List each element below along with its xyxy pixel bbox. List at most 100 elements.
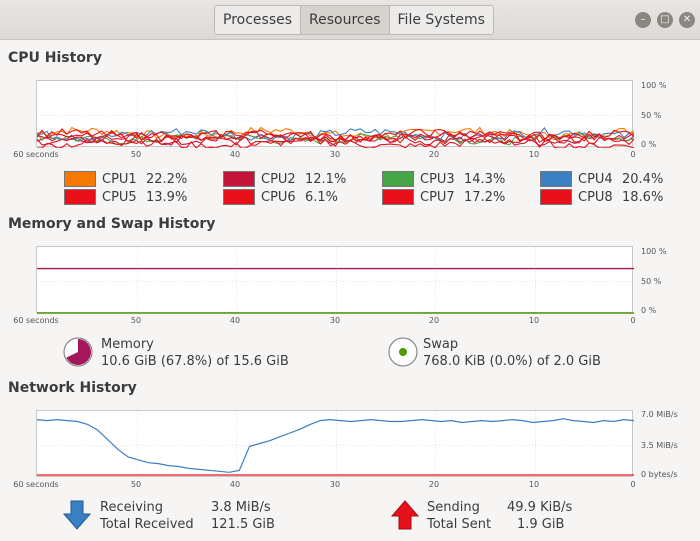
network-history-graph (36, 410, 634, 478)
cpu-x-tick: 40 (229, 150, 241, 159)
sending-arrow-icon[interactable] (391, 500, 419, 530)
memory-x-tick: 50 (130, 316, 142, 325)
receiving-label: Receiving (100, 500, 164, 515)
cpu-value: 17.2% (464, 189, 506, 205)
memory-x-tick: 20 (428, 316, 440, 325)
swap-pie-icon[interactable] (387, 336, 419, 368)
cpu-history-graph (36, 80, 634, 148)
cpu-y-tick: 0 % (641, 140, 657, 149)
cpu-value: 20.4% (622, 171, 664, 187)
network-y-tick: 3.5 MiB/s (641, 441, 678, 450)
cpu4-color-swatch[interactable] (540, 171, 572, 187)
cpu-name: CPU2 (261, 171, 296, 187)
network-y-tick: 7.0 MiB/s (641, 410, 678, 419)
swap-pie-slice (399, 348, 407, 356)
memory-history-title: Memory and Swap History (8, 216, 216, 232)
tab-processes[interactable]: Processes (215, 6, 302, 34)
memory-value: 10.6 GiB (67.8%) of 15.6 GiB (101, 354, 289, 369)
cpu4-legend: CPU4 20.4% (540, 171, 663, 187)
cpu-name: CPU8 (578, 189, 613, 205)
cpu-name: CPU1 (102, 171, 137, 187)
sending-label: Sending (427, 500, 480, 515)
receiving-arrow-icon[interactable] (63, 500, 91, 530)
cpu-x-tick: 30 (329, 150, 341, 159)
tab-file-systems[interactable]: File Systems (389, 6, 493, 34)
network-history-plot (37, 411, 634, 478)
cpu-name: CPU6 (261, 189, 296, 205)
cpu-history-plot (37, 81, 634, 148)
memory-pie-slice (66, 339, 91, 365)
network-x-tick: 40 (229, 480, 241, 489)
memory-label: Memory (101, 337, 154, 352)
memory-x-tick: 40 (229, 316, 241, 325)
cpu-value: 6.1% (305, 189, 339, 205)
memory-x-tick: 0 (630, 316, 636, 325)
network-x-tick: 50 (130, 480, 142, 489)
memory-history-plot (37, 247, 634, 314)
network-history-title: Network History (8, 380, 137, 396)
tab-resources[interactable]: Resources (301, 6, 390, 34)
receiving-value: 3.8 MiB/s (211, 500, 271, 515)
cpu5-legend: CPU5 13.9% (64, 189, 187, 205)
memory-y-tick: 0 % (641, 306, 657, 315)
memory-x-tick: 60 seconds (13, 316, 59, 325)
total-received-value: 121.5 GiB (211, 517, 275, 532)
cpu-x-tick: 60 seconds (13, 150, 59, 159)
total-received-label: Total Received (100, 517, 194, 532)
total-sent-value: 1.9 GiB (517, 517, 565, 532)
cpu-trace-cpu8 (37, 128, 634, 143)
minimize-icon[interactable]: – (635, 12, 651, 28)
memory-y-tick: 100 % (641, 247, 667, 256)
cpu8-legend: CPU8 18.6% (540, 189, 663, 205)
memory-x-tick: 30 (329, 316, 341, 325)
cpu-name: CPU3 (420, 171, 455, 187)
total-sent-label: Total Sent (427, 517, 492, 532)
network-x-tick: 10 (528, 480, 540, 489)
memory-y-tick: 50 % (641, 277, 662, 286)
network-x-tick: 0 (630, 480, 636, 489)
cpu-x-tick: 20 (428, 150, 440, 159)
title-bar: Processes Resources File Systems – □ ✕ (0, 0, 700, 40)
swap-info: Swap 768.0 KiB (0.0%) of 2.0 GiB (423, 336, 601, 370)
cpu-x-tick: 10 (528, 150, 540, 159)
memory-x-tick: 10 (528, 316, 540, 325)
cpu-value: 13.9% (146, 189, 188, 205)
cpu-y-tick: 100 % (641, 81, 667, 90)
cpu-trace-cpu5 (37, 131, 634, 146)
memory-pie-icon[interactable] (62, 336, 94, 368)
memory-info: Memory 10.6 GiB (67.8%) of 15.6 GiB (101, 336, 289, 370)
cpu8-color-swatch[interactable] (540, 189, 572, 205)
cpu-name: CPU4 (578, 171, 613, 187)
cpu7-legend: CPU7 17.2% (382, 189, 505, 205)
network-x-tick: 20 (428, 480, 440, 489)
cpu-trace-cpu2 (37, 133, 634, 147)
view-switcher: Processes Resources File Systems (214, 5, 494, 35)
cpu-name: CPU5 (102, 189, 137, 205)
cpu7-color-swatch[interactable] (382, 189, 414, 205)
cpu1-color-swatch[interactable] (64, 171, 96, 187)
maximize-icon[interactable]: □ (657, 12, 673, 28)
network-x-tick: 30 (329, 480, 341, 489)
cpu-y-tick: 50 % (641, 111, 662, 120)
cpu-value: 18.6% (622, 189, 664, 205)
cpu6-color-swatch[interactable] (223, 189, 255, 205)
cpu-value: 12.1% (305, 171, 347, 187)
cpu-history-title: CPU History (8, 50, 102, 66)
cpu-x-tick: 0 (630, 150, 636, 159)
cpu-name: CPU7 (420, 189, 455, 205)
network-x-tick: 60 seconds (13, 480, 59, 489)
cpu-value: 22.2% (146, 171, 188, 187)
cpu1-legend: CPU1 22.2% (64, 171, 187, 187)
cpu-x-tick: 50 (130, 150, 142, 159)
swap-value: 768.0 KiB (0.0%) of 2.0 GiB (423, 354, 601, 369)
cpu3-color-swatch[interactable] (382, 171, 414, 187)
network-y-tick: 0 bytes/s (641, 470, 678, 479)
cpu2-color-swatch[interactable] (223, 171, 255, 187)
receiving-trace (37, 418, 634, 473)
cpu6-legend: CPU6 6.1% (223, 189, 338, 205)
close-icon[interactable]: ✕ (679, 12, 695, 28)
cpu-value: 14.3% (464, 171, 506, 187)
memory-history-graph (36, 246, 634, 314)
cpu2-legend: CPU2 12.1% (223, 171, 346, 187)
cpu5-color-swatch[interactable] (64, 189, 96, 205)
